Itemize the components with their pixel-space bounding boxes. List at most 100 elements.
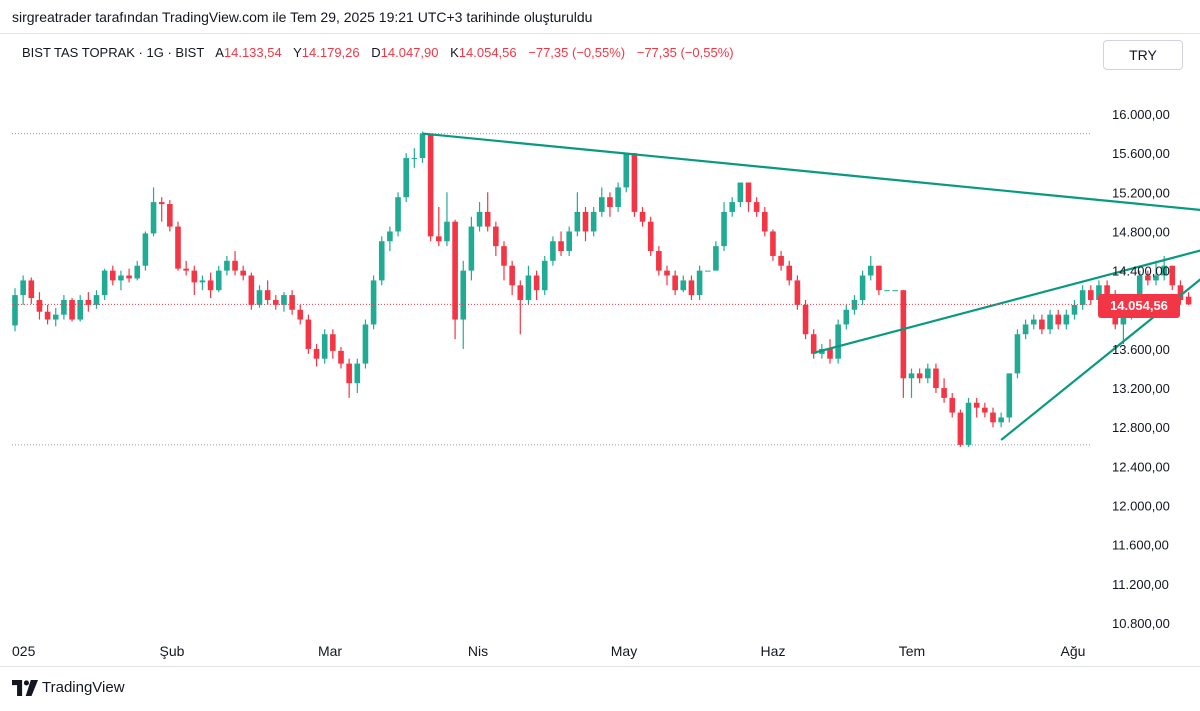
candle-body: [672, 275, 678, 291]
currency-selector[interactable]: TRY: [1103, 40, 1183, 70]
candle-body: [142, 233, 149, 266]
candle: [183, 260, 189, 276]
candle-body: [558, 241, 564, 252]
candle-body: [843, 309, 850, 325]
candle: [607, 192, 613, 217]
candle-body: [762, 211, 768, 232]
candle: [77, 295, 83, 322]
candle: [672, 270, 678, 296]
candle-body: [1022, 324, 1029, 335]
candle: [664, 265, 670, 286]
candle: [362, 319, 369, 369]
ohlc-legend: BIST TAS TOPRAK · 1G · BIST A14.133,54 Y…: [22, 45, 734, 60]
candle: [370, 275, 377, 330]
candle-body: [941, 388, 947, 398]
candle-body: [631, 153, 638, 212]
candle-body: [85, 299, 92, 305]
x-tick-label: Mar: [318, 643, 342, 659]
candle-body: [541, 260, 548, 291]
y-tick-label: 10.800,00: [1112, 616, 1170, 631]
y-tick-label: 13.200,00: [1112, 381, 1170, 396]
candle-body: [20, 280, 26, 296]
candle-body: [126, 275, 132, 279]
candle: [525, 265, 532, 305]
candle-body: [737, 182, 744, 203]
candle: [61, 295, 67, 320]
candle: [745, 182, 752, 212]
candle-body: [916, 373, 923, 379]
candle: [444, 192, 450, 247]
candle: [908, 368, 915, 398]
candle: [916, 368, 923, 384]
candle-body: [933, 368, 939, 389]
candle: [949, 392, 956, 418]
candle-body: [647, 221, 654, 252]
candle-body: [517, 285, 524, 300]
candle: [623, 153, 630, 193]
candle: [1079, 285, 1086, 310]
candle-body: [484, 211, 491, 227]
candle: [509, 260, 515, 296]
symbol-label[interactable]: BIST TAS TOPRAK · 1G · BIST: [22, 45, 205, 60]
candle-body: [892, 290, 898, 292]
candle: [12, 288, 18, 332]
candle-body: [338, 350, 344, 364]
candle-body: [949, 397, 956, 413]
y-tick-label: 12.000,00: [1112, 499, 1170, 514]
candle: [599, 187, 605, 217]
candle-body: [1104, 285, 1110, 296]
candle: [965, 397, 972, 447]
x-tick-label: 025: [12, 643, 36, 659]
candle: [1006, 373, 1013, 423]
candle-body: [12, 295, 18, 326]
candle-body: [590, 211, 597, 232]
candle: [810, 329, 817, 359]
candle: [884, 290, 890, 292]
candle: [533, 270, 540, 300]
candle: [93, 290, 100, 309]
candle-body: [664, 270, 670, 276]
candle: [191, 265, 198, 296]
candle: [150, 187, 157, 237]
candle: [778, 251, 784, 271]
candle-body: [175, 226, 181, 269]
footer-brand-text: TradingView: [42, 679, 125, 696]
candle-body: [599, 197, 605, 212]
change-value: −77,35 (−0,55%): [528, 45, 626, 60]
candle-body: [52, 314, 59, 320]
candle: [688, 275, 695, 300]
candle-body: [729, 202, 735, 212]
candle-body: [1047, 314, 1053, 330]
candle: [639, 206, 646, 227]
candle-body: [460, 270, 467, 320]
candle: [892, 290, 898, 292]
candle: [460, 260, 467, 349]
candle-body: [566, 231, 572, 252]
candle: [770, 229, 776, 261]
candle-body: [713, 246, 719, 271]
candle: [52, 307, 59, 327]
trendline-1: [813, 249, 1200, 354]
candle: [118, 270, 124, 291]
candle: [696, 265, 703, 300]
candle: [737, 182, 744, 207]
y-tick-label: 16.000,00: [1112, 107, 1170, 122]
y-tick-label: 11.200,00: [1112, 577, 1169, 592]
candle-body: [1039, 319, 1045, 330]
candle: [110, 265, 116, 286]
candle-body: [982, 407, 988, 413]
candle: [264, 280, 271, 305]
candle: [330, 329, 336, 359]
candle-body: [704, 270, 711, 272]
candle: [1039, 314, 1045, 335]
candle-body: [419, 133, 426, 159]
candle: [28, 277, 35, 304]
candle-body: [411, 158, 418, 160]
candle-body: [990, 412, 996, 423]
chart-frame: [0, 33, 1200, 667]
candle-body: [158, 202, 165, 205]
candle-body: [403, 158, 409, 198]
candle-body: [77, 299, 83, 320]
candle-body: [639, 211, 646, 222]
